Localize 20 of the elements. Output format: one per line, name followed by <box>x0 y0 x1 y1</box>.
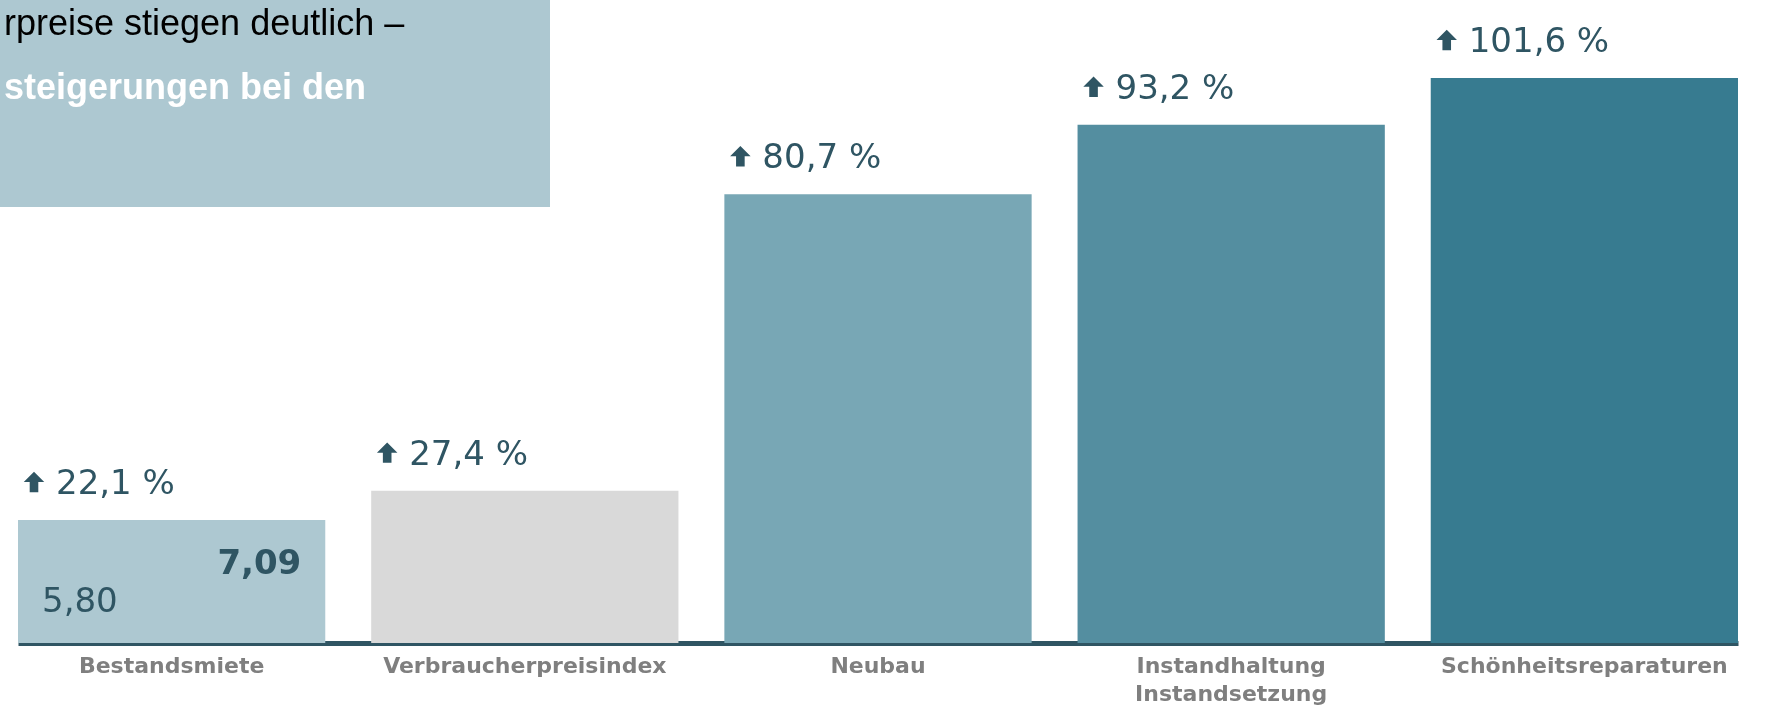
data-label: 101,6 % <box>1468 20 1610 60</box>
bar <box>18 520 326 643</box>
bar <box>724 194 1032 643</box>
chart-title: rpreise stiegen deutlich – <box>4 2 406 44</box>
data-label: 27,4 % <box>409 432 529 473</box>
bar <box>371 490 679 643</box>
x-tick-label: Bestandsmiete <box>78 652 265 678</box>
x-tick-label: Schönheitsreparaturen <box>1441 652 1728 678</box>
text-box: rpreise stiegen deutlich – steigerungen bei den <box>0 0 550 207</box>
annotation: 5,80 <box>42 580 118 620</box>
annotation: 7,09 <box>217 542 302 582</box>
x-tick-label: Neubau <box>830 652 926 678</box>
x-tick-label: Verbraucherpreisindex <box>383 652 667 678</box>
data-label: 80,7 % <box>762 136 882 177</box>
data-label: 93,2 % <box>1115 66 1235 107</box>
data-label: 22,1 % <box>56 462 175 503</box>
bar <box>1430 78 1738 643</box>
x-tick-label: Instandhaltung Instandsetzung <box>1135 652 1328 706</box>
bar <box>1077 124 1385 643</box>
chart-subtitle: steigerungen bei den <box>4 66 368 108</box>
